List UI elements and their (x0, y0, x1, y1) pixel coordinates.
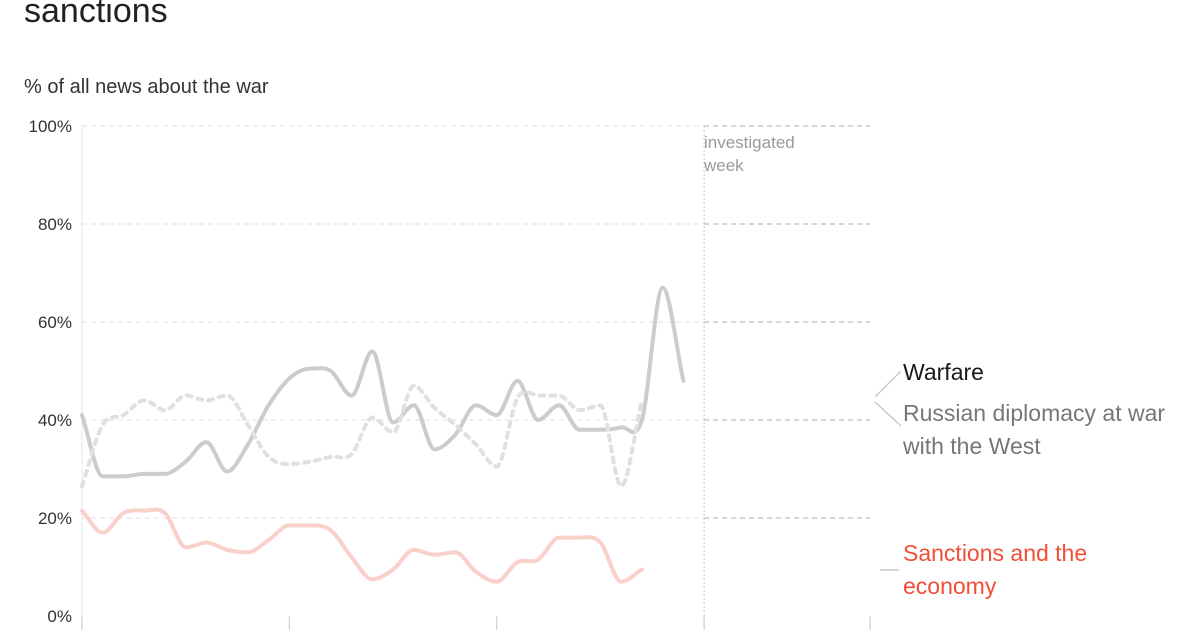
y-axis-label: % of all news about the war (24, 76, 269, 98)
y-tick-label: 100% (29, 117, 72, 136)
annotation-text-line1: investigated (704, 133, 795, 152)
annotation-layer: investigated week (703, 133, 795, 175)
series-label-warfare: Warfare (903, 359, 984, 385)
series-label-diplomacy-line2: with the West (902, 433, 1041, 459)
annotation-text-line2: week (703, 156, 744, 175)
chart-title: sanctions (24, 0, 168, 30)
series-labels: Warfare Russian diplomacy at war with th… (874, 359, 1165, 599)
series-label-diplomacy-line1: Russian diplomacy at war (903, 400, 1165, 426)
gridlines: 0% 20% 40% 60% 80% 100% (29, 117, 870, 626)
series-line-warfare-context (80, 285, 686, 479)
series-line-diplomacy-context (80, 383, 644, 489)
y-tick-label: 60% (38, 313, 72, 332)
leader-diplomacy (874, 401, 902, 427)
leader-warfare (874, 370, 902, 398)
context-period-lines (80, 285, 686, 584)
series-line-sanctions-context (80, 507, 644, 584)
y-tick-label: 0% (47, 607, 72, 626)
series-label-sanctions-line1: Sanctions and the (903, 540, 1087, 566)
series-label-sanctions-line2: economy (903, 573, 997, 599)
y-tick-label: 40% (38, 411, 72, 430)
y-tick-label: 20% (38, 509, 72, 528)
axes (81, 126, 871, 630)
y-tick-label: 80% (38, 215, 72, 234)
